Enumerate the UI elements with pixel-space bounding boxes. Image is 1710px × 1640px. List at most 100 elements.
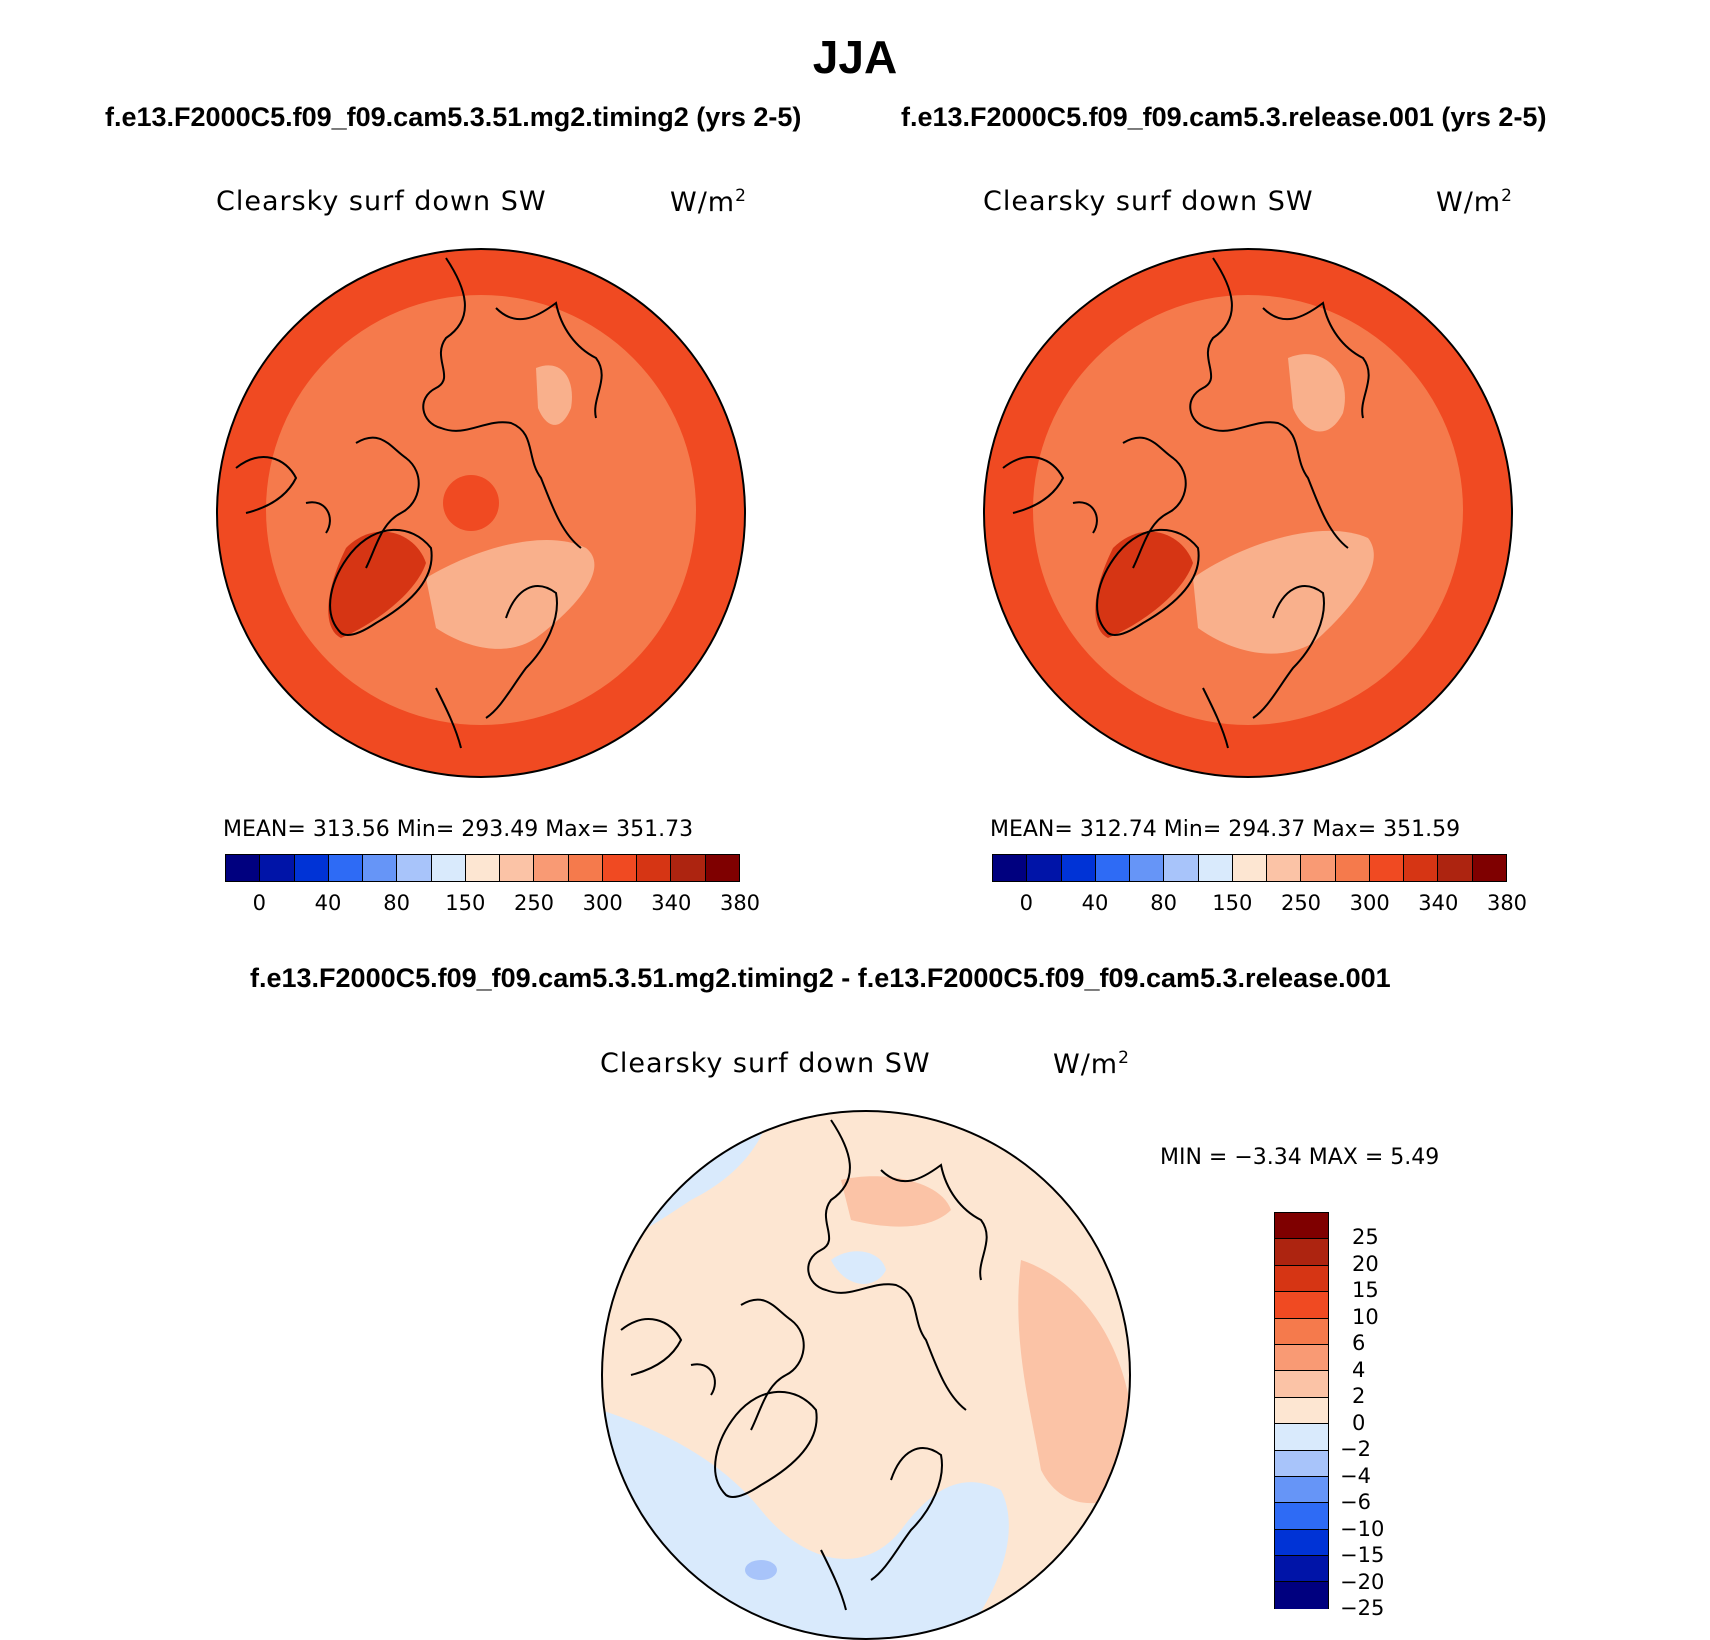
figure-title: JJA [812,31,898,83]
colorbar-tick-label: 250 [513,891,555,915]
colorbar-tick-label: 380 [1486,891,1528,915]
diff-colorbar-swatch [1275,1450,1328,1477]
right-coast-north-america [1122,436,1187,569]
right-colorbar [992,854,1507,882]
diff-colorbar-swatch [1275,1424,1328,1451]
left-variable-label: Clearsky surf down SW [216,186,547,217]
diff-coast-alaska [620,1318,683,1376]
colorbar-swatch [1267,855,1302,881]
diff-minmax: MIN = −3.34 MAX = 5.49 [1160,1145,1440,1170]
colorbar-swatch [602,855,638,881]
diff-colorbar-tick-label: −4 [1340,1463,1371,1488]
diff-colorbar [1274,1212,1329,1609]
left-case-title: f.e13.F2000C5.f09_f09.cam5.3.51.mg2.timi… [105,102,802,132]
diff-coast-scandinavia [870,1447,943,1581]
diff-colorbar-tick-label: 0 [1352,1410,1366,1435]
left-polar-map [216,248,746,778]
diff-polar-map [601,1110,1131,1640]
right-colorbar-labels: 0 40 80 150 250 300 340 380 [992,891,1527,917]
left-map-pole-patch [443,475,499,531]
left-coast-alaska [235,456,298,514]
left-map-greenland-max [328,531,426,638]
right-coast-hudson [1072,501,1098,534]
diff-map-negative-blob [745,1560,777,1580]
right-case-title: f.e13.F2000C5.f09_f09.cam5.3.release.001… [901,102,1547,132]
diff-colorbar-swatch [1275,1318,1328,1345]
diff-colorbar-tick-label: 25 [1352,1225,1379,1250]
diff-colorbar-labels: 25 20 15 10 6 4 2 0 −2 −4 −6 −10 −15 −20 −25 [1340,1212,1460,1620]
colorbar-swatch [1472,855,1506,881]
colorbar-tick-label: 80 [383,891,411,915]
diff-colorbar-tick-label: 6 [1352,1331,1366,1356]
colorbar-swatch [226,855,261,881]
colorbar-swatch [1027,855,1062,881]
colorbar-swatch [1232,855,1268,881]
colorbar-tick-label: 150 [445,891,486,915]
diff-coast-hudson [690,1363,716,1396]
colorbar-swatch [328,855,364,881]
diff-coast-greenland [714,1390,818,1498]
left-coast-asia [495,301,603,419]
colorbar-tick-label: 300 [582,891,623,915]
colorbar-swatch [1198,855,1233,881]
left-map-light-region-2 [536,365,572,425]
diff-colorbar-swatch [1275,1344,1328,1372]
diff-colorbar-swatch [1275,1371,1328,1398]
diff-colorbar-tick-label: −15 [1340,1543,1385,1568]
left-map-boundary [216,248,746,778]
colorbar-swatch [1438,855,1473,881]
diff-colorbar-swatch [1275,1476,1328,1504]
diff-colorbar-swatch [1275,1292,1328,1319]
left-colorbar-cells [225,854,740,882]
diff-coast-asia [880,1163,988,1281]
diff-coast-europe-west [820,1549,847,1611]
right-colorbar-cells [992,854,1507,882]
diff-colorbar-tick-label: 4 [1352,1357,1366,1382]
colorbar-swatch [637,855,672,881]
left-stats: MEAN= 313.56 Min= 293.49 Max= 351.73 [223,817,694,842]
diff-colorbar-tick-label: −20 [1340,1569,1385,1594]
colorbar-tick-label: 150 [1212,891,1253,915]
diff-colorbar-swatch [1275,1529,1328,1557]
colorbar-tick-label: 250 [1280,891,1322,915]
diff-colorbar-swatch [1275,1503,1328,1530]
right-stats: MEAN= 312.74 Min= 294.37 Max= 351.59 [990,817,1461,842]
diff-colorbar-tick-label: −6 [1340,1490,1371,1515]
colorbar-swatch [500,855,535,881]
right-variable-label: Clearsky surf down SW [983,186,1314,217]
colorbar-swatch [1164,855,1199,881]
right-units: W/m2 [1436,186,1513,218]
diff-colorbar-swatch [1275,1265,1328,1293]
left-coast-greenland [329,528,433,636]
right-polar-map [983,248,1513,778]
diff-variable-label: Clearsky surf down SW [600,1048,931,1079]
left-coast-hudson [305,501,331,534]
colorbar-tick-label: 40 [1081,891,1109,915]
right-coast-europe-west [1202,687,1229,749]
diff-map-negative-center [831,1251,886,1284]
diff-colorbar-tick-label: −2 [1340,1437,1371,1462]
colorbar-swatch [1335,855,1370,881]
colorbar-swatch [1130,855,1165,881]
colorbar-tick-label: 380 [719,891,761,915]
colorbar-swatch [397,855,432,881]
colorbar-swatch [1061,855,1096,881]
colorbar-swatch [294,855,329,881]
right-map-boundary [983,248,1513,778]
diff-colorbar-tick-label: −10 [1340,1516,1385,1541]
right-map-interior [1033,295,1463,725]
right-map-light-region-2 [1288,354,1345,432]
colorbar-tick-label: 300 [1349,891,1390,915]
right-coast-eurasia [1189,257,1349,549]
colorbar-swatch [260,855,295,881]
colorbar-swatch [465,855,501,881]
left-coast-north-america [355,436,420,569]
diff-map-positive-east [1018,1260,1130,1503]
diff-colorbar-tick-label: 20 [1352,1251,1379,1276]
diff-colorbar-swatch [1275,1239,1328,1266]
colorbar-swatch [363,855,398,881]
left-colorbar-labels: 0 40 80 150 250 300 340 380 [225,891,760,917]
diff-colorbar-tick-label: 10 [1352,1304,1379,1329]
left-units: W/m2 [670,186,747,218]
diff-colorbar-tick-label: −25 [1340,1596,1385,1620]
